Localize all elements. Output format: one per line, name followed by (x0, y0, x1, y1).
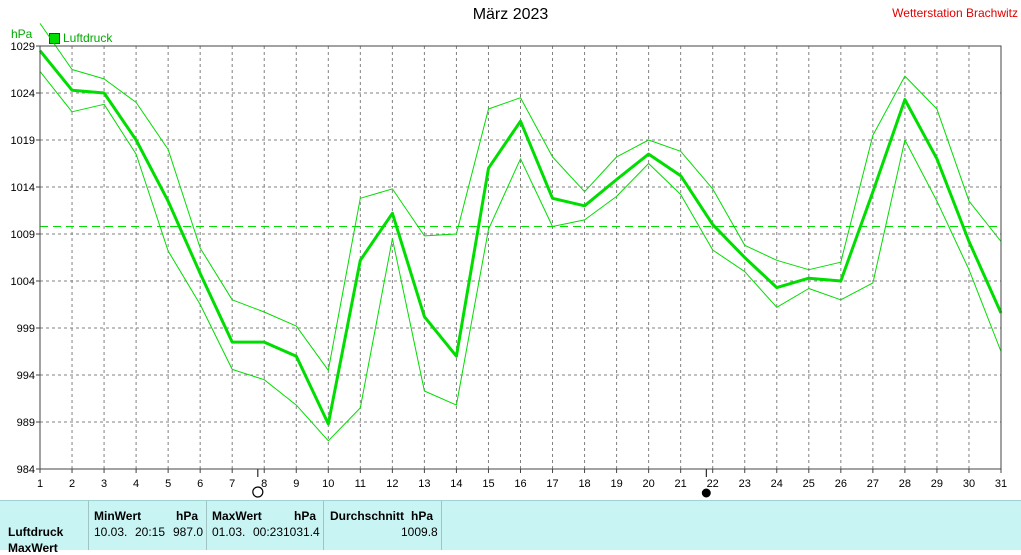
legend: Luftdruck (49, 31, 112, 45)
x-tick-label: 16 (514, 478, 526, 490)
min-header: MinWert (94, 509, 142, 523)
min-date: 10.03. (94, 525, 128, 539)
avg-column: Durchschnitt hPa 1009.8 (324, 501, 442, 550)
x-tick-label: 13 (418, 478, 430, 490)
y-tick-label: 999 (17, 323, 35, 335)
x-tick-label: 7 (229, 478, 235, 490)
y-unit-label: hPa (11, 27, 33, 41)
row-label-luftdruck: Luftdruck (8, 525, 64, 539)
chart-title: März 2023 (472, 6, 549, 23)
moon-markers (252, 469, 711, 498)
max-column: MaxWert hPa 01.03. 00:23 1031.4 (207, 501, 324, 550)
series-group (38, 23, 1003, 442)
x-tick-label: 8 (261, 478, 267, 490)
avg-value: 1009.8 (401, 525, 438, 539)
y-tick-label: 994 (17, 370, 35, 382)
max-header: MaxWert (212, 509, 262, 523)
x-tick-label: 27 (867, 478, 879, 490)
max-date: 01.03. (212, 525, 246, 539)
x-tick-label: 20 (643, 478, 655, 490)
x-tick-label: 3 (101, 478, 107, 490)
x-tick-label: 30 (963, 478, 975, 490)
legend-label: Luftdruck (63, 31, 113, 45)
new-moon-icon (252, 486, 264, 498)
min-column: MinWert hPa 10.03. 20:15 987.0 (89, 501, 207, 550)
x-tick-label: 22 (707, 478, 719, 490)
grid (40, 45, 1001, 469)
x-tick-label: 4 (133, 478, 139, 490)
series-line-max (39, 23, 1002, 371)
x-tick-label: 25 (803, 478, 815, 490)
x-tick-label: 2 (69, 478, 75, 490)
full-moon-icon (701, 488, 711, 498)
x-tick-label: 18 (578, 478, 590, 490)
x-tick-label: 17 (546, 478, 558, 490)
y-tick-label: 1029 (11, 41, 35, 53)
legend-swatch (49, 32, 60, 44)
y-tick-label: 1014 (11, 182, 35, 194)
y-tick-label: 1024 (11, 88, 35, 100)
y-tick-label: 1019 (11, 135, 35, 147)
label-column (0, 501, 89, 550)
x-tick-label: 9 (293, 478, 299, 490)
avg-header: Durchschnitt (330, 509, 405, 523)
x-tick-label: 11 (355, 478, 366, 490)
y-axis: 984 989 994 999 1004 1009 1014 1019 1024 1029 (11, 41, 40, 476)
series-line-min (39, 71, 1002, 442)
x-tick-label: 19 (610, 478, 622, 490)
max-time: 00:23 (253, 525, 284, 539)
min-value: 987.0 (173, 525, 204, 539)
x-tick-label: 15 (482, 478, 494, 490)
x-tick-label: 23 (739, 478, 751, 490)
min-unit: hPa (176, 509, 199, 523)
y-tick-label: 989 (17, 417, 35, 429)
avg-unit: hPa (411, 509, 434, 523)
station-name: Wetterstation Brachwitz (892, 6, 1018, 20)
x-tick-label: 24 (771, 478, 783, 490)
y-tick-label: 984 (17, 464, 35, 476)
x-tick-label: 31 (995, 478, 1007, 490)
x-tick-label: 5 (165, 478, 171, 490)
x-tick-label: 10 (322, 478, 334, 490)
x-tick-label: 12 (386, 478, 398, 490)
x-tick-label: 14 (450, 478, 462, 490)
max-value: 1031.4 (283, 525, 320, 539)
y-tick-label: 1009 (11, 229, 35, 241)
x-tick-label: 1 (37, 478, 43, 490)
y-tick-label: 1004 (11, 276, 35, 288)
x-axis: 1 2 3 4 5 6 7 8 9 10 11 12 13 14 15 16 17 18 19 20 21 22 23 24 2… (37, 469, 1007, 490)
min-time: 20:15 (135, 525, 166, 539)
plot-frame (39, 45, 1002, 470)
x-tick-label: 21 (675, 478, 687, 490)
x-tick-label: 6 (197, 478, 203, 490)
summary-table: Luftdruck MaxWert MinWert hPa 10.03. 20:… (0, 500, 1021, 555)
x-tick-label: 26 (835, 478, 847, 490)
x-tick-label: 29 (931, 478, 943, 490)
x-tick-label: 28 (899, 478, 911, 490)
series-line-avg (38, 49, 1003, 426)
max-unit: hPa (294, 509, 317, 523)
